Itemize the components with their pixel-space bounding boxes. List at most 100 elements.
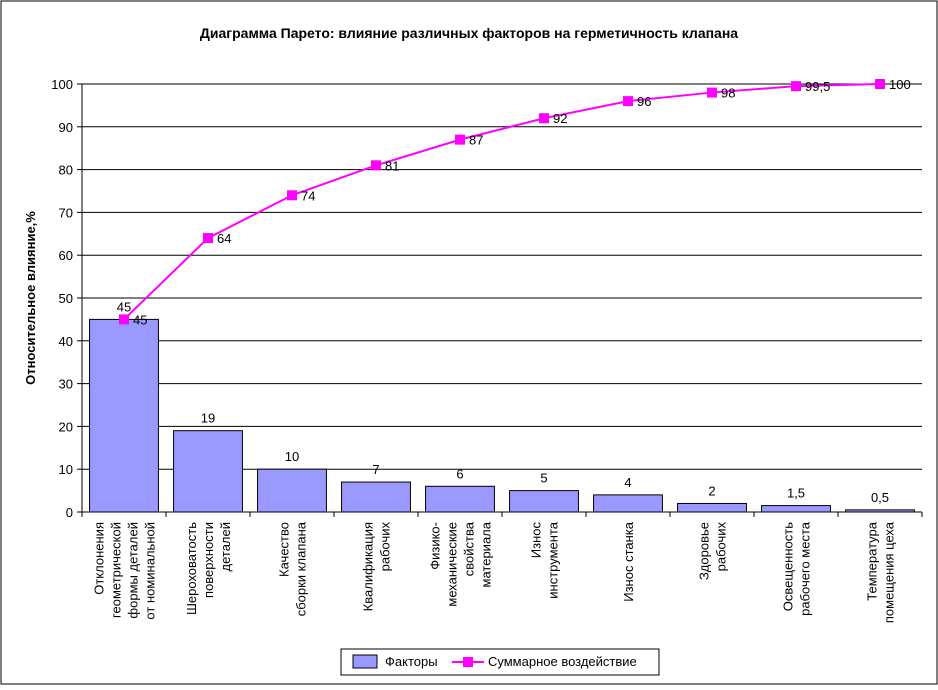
x-axis-category-labels: Отклонения геометрической формы деталей от … bbox=[92, 521, 897, 623]
legend-bar-label: Факторы bbox=[385, 654, 438, 669]
x-category-label: Износ инструмента bbox=[529, 521, 561, 598]
line-point bbox=[203, 233, 213, 244]
x-category-label-line: Квалификация bbox=[361, 522, 376, 611]
y-tick-label: 10 bbox=[59, 462, 73, 477]
x-category-label: Физико-механические свойства материала bbox=[428, 521, 494, 606]
line-point bbox=[707, 87, 717, 98]
y-tick-label: 50 bbox=[59, 291, 73, 306]
legend-line-label: Суммарное воздействие bbox=[488, 654, 637, 669]
x-category-label: Здоровье рабочих bbox=[697, 522, 729, 581]
line-point bbox=[875, 79, 885, 89]
y-tick-label: 20 bbox=[59, 419, 73, 434]
bar-data-label: 2 bbox=[708, 483, 715, 498]
x-category-label: Шероховатость поверхности деталей bbox=[184, 522, 233, 615]
x-category-label-line: Износ станка bbox=[621, 521, 636, 602]
y-tick-label: 40 bbox=[59, 334, 73, 349]
bar-data-labels: 45 19 10 7 6 5 4 2 1,5 0,5 bbox=[117, 299, 889, 504]
line-data-label: 98 bbox=[721, 86, 735, 101]
y-tick-label: 90 bbox=[59, 120, 73, 135]
y-axis-ticks: 0 10 20 30 40 50 60 70 80 90 100 bbox=[51, 77, 82, 520]
y-tick-label: 100 bbox=[51, 77, 73, 92]
bar bbox=[341, 481, 411, 513]
x-category-label-line: рабочих bbox=[378, 522, 393, 572]
bar-data-label: 19 bbox=[201, 411, 215, 426]
bar-data-label: 7 bbox=[372, 462, 379, 477]
x-category-label-line: рабочего места bbox=[798, 521, 813, 616]
line-point bbox=[455, 134, 465, 145]
line-point bbox=[287, 190, 297, 201]
bar-data-label: 45 bbox=[117, 299, 131, 314]
bar bbox=[509, 490, 579, 513]
x-category-label-line: формы деталей bbox=[126, 522, 141, 619]
bar bbox=[89, 318, 159, 513]
cumulative-line-series: 45 64 74 81 87 92 96 98 99,5 100 bbox=[119, 77, 911, 327]
bar-data-label: 5 bbox=[540, 471, 547, 486]
line-point bbox=[371, 160, 381, 171]
line-data-label: 87 bbox=[469, 133, 483, 148]
line-data-label: 74 bbox=[301, 188, 315, 203]
y-tick-label: 0 bbox=[66, 505, 73, 520]
line-point bbox=[791, 81, 801, 92]
x-category-label-line: материала bbox=[479, 521, 494, 587]
x-category-label-line: Физико- bbox=[428, 522, 443, 570]
bar bbox=[257, 468, 327, 513]
x-category-label-line: от номинальной bbox=[143, 522, 158, 620]
legend-line-marker bbox=[463, 657, 473, 667]
bar-data-label: 6 bbox=[456, 466, 463, 481]
x-category-label-line: механические bbox=[445, 522, 460, 607]
x-category-label: Качество сборки клапана bbox=[277, 521, 309, 616]
axes bbox=[81, 84, 923, 517]
y-axis-label: Относительное влияние,% bbox=[23, 211, 38, 385]
x-category-label-line: сборки клапана bbox=[294, 521, 309, 616]
line-point bbox=[623, 96, 633, 107]
bar-data-label: 4 bbox=[624, 475, 631, 490]
x-category-label: Отклонения геометрической формы деталей от … bbox=[92, 522, 158, 620]
legend: Факторы Суммарное воздействие bbox=[340, 648, 660, 676]
x-category-label-line: Шероховатость bbox=[184, 522, 199, 615]
line-point bbox=[119, 314, 129, 325]
chart-title: Диаграмма Парето: влияние различных факт… bbox=[200, 25, 738, 41]
x-category-label-line: геометрической bbox=[109, 522, 124, 618]
x-category-label: Освещенность рабочего места bbox=[781, 521, 813, 616]
x-category-label-line: свойства bbox=[462, 521, 477, 576]
y-tick-label: 60 bbox=[59, 248, 73, 263]
line-data-label: 100 bbox=[889, 77, 911, 92]
x-category-label-line: деталей bbox=[218, 522, 233, 572]
bar bbox=[425, 485, 495, 513]
x-category-label-line: поверхности bbox=[201, 522, 216, 598]
x-category-label: Температура помещения цеха bbox=[865, 521, 897, 623]
x-category-label-line: рабочих bbox=[714, 522, 729, 572]
line-point bbox=[539, 113, 549, 124]
line-data-label: 96 bbox=[637, 94, 651, 109]
bar bbox=[761, 505, 831, 513]
x-category-label-line: Износ bbox=[529, 522, 544, 559]
bar bbox=[593, 494, 663, 513]
x-category-label-line: Отклонения bbox=[92, 522, 107, 595]
y-tick-label: 80 bbox=[59, 163, 73, 178]
x-category-label-line: Освещенность bbox=[781, 522, 796, 611]
x-category-label: Износ станка bbox=[621, 521, 636, 602]
bar-data-label: 10 bbox=[285, 449, 299, 464]
bar-data-label: 1,5 bbox=[787, 486, 805, 501]
bar-data-label: 0,5 bbox=[871, 490, 889, 505]
cumulative-line bbox=[123, 83, 881, 321]
x-category-label-line: Здоровье bbox=[697, 522, 712, 580]
x-category-label-line: инструмента bbox=[546, 521, 561, 598]
x-category-label-line: помещения цеха bbox=[882, 521, 897, 623]
line-data-label: 92 bbox=[553, 111, 567, 126]
y-tick-label: 30 bbox=[59, 377, 73, 392]
line-data-label: 45 bbox=[133, 312, 147, 327]
x-category-label: Квалификация рабочих bbox=[361, 522, 393, 612]
x-category-label-line: Температура bbox=[865, 521, 880, 601]
line-data-label: 99,5 bbox=[805, 79, 830, 94]
y-tick-label: 70 bbox=[59, 205, 73, 220]
bar bbox=[677, 502, 747, 513]
legend-bar-swatch bbox=[352, 654, 378, 669]
line-data-label: 64 bbox=[217, 231, 231, 246]
x-category-label-line: Качество bbox=[277, 522, 292, 577]
bar bbox=[173, 430, 243, 513]
legend-box bbox=[340, 648, 660, 676]
line-data-label: 81 bbox=[385, 158, 399, 173]
